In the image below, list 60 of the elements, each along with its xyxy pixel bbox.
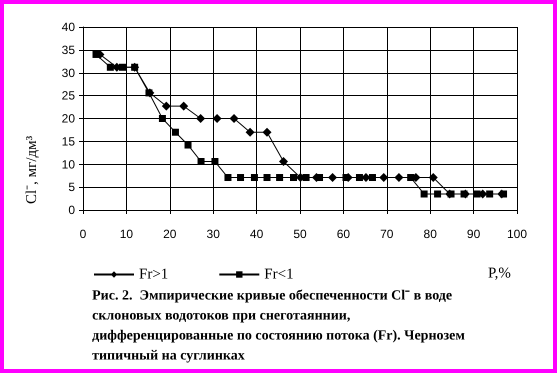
point bbox=[262, 128, 272, 137]
x-tick-label: 70 bbox=[380, 227, 394, 241]
x-tick-label: 80 bbox=[424, 227, 438, 241]
x-tick-label: 100 bbox=[506, 227, 528, 241]
point bbox=[356, 174, 363, 182]
point bbox=[276, 174, 284, 182]
point bbox=[394, 173, 404, 182]
legend-label: Fr<1 bbox=[264, 266, 294, 282]
point bbox=[342, 174, 350, 182]
x-tick-label: 90 bbox=[466, 227, 481, 241]
x-tick-label: 10 bbox=[120, 227, 134, 241]
point bbox=[106, 64, 114, 71]
y-tick-label: 40 bbox=[62, 20, 76, 34]
x-axis-title: P,% bbox=[488, 266, 511, 282]
x-tick-label: 30 bbox=[206, 227, 220, 241]
point bbox=[474, 190, 481, 198]
point bbox=[407, 174, 414, 182]
y-tick-label: 0 bbox=[68, 203, 76, 217]
point bbox=[145, 89, 152, 96]
point bbox=[428, 173, 438, 182]
point bbox=[302, 174, 310, 182]
point bbox=[420, 190, 428, 198]
x-tick-label: 20 bbox=[163, 227, 177, 241]
point bbox=[448, 190, 455, 198]
point bbox=[224, 174, 232, 182]
x-tick-label: 60 bbox=[336, 227, 350, 241]
point bbox=[172, 128, 179, 136]
point bbox=[279, 157, 288, 166]
legend-label: Fr>1 bbox=[139, 266, 168, 282]
y-axis-title: Cl⁻, мг/дм³ bbox=[24, 135, 40, 204]
point bbox=[486, 190, 494, 198]
y-tick-label: 35 bbox=[62, 42, 76, 57]
point bbox=[434, 190, 442, 198]
point bbox=[179, 102, 188, 111]
point bbox=[264, 174, 271, 182]
point bbox=[196, 114, 206, 123]
point bbox=[162, 102, 171, 111]
x-tick-label: 40 bbox=[250, 227, 264, 241]
point bbox=[230, 114, 239, 123]
x-tick-label: 0 bbox=[80, 227, 87, 241]
point bbox=[368, 174, 376, 182]
y-tick-label: 10 bbox=[62, 157, 76, 172]
y-tick-label: 30 bbox=[62, 66, 76, 80]
point bbox=[92, 50, 100, 58]
point bbox=[460, 190, 468, 198]
y-tick-label: 5 bbox=[68, 180, 76, 194]
text: Рис. 2. Эмпирические кривые обеспеченности Cl⁻ в воде склоновых водотоков при снеготаяннии, дифференцированные по состоянию потока (Fr). Чернозем типичный на суглинках bbox=[92, 288, 466, 364]
point bbox=[184, 142, 192, 149]
point bbox=[158, 115, 166, 122]
point bbox=[500, 190, 508, 198]
point bbox=[250, 174, 258, 182]
point bbox=[118, 64, 126, 71]
point bbox=[328, 173, 338, 182]
point bbox=[290, 174, 297, 182]
y-tick-label: 20 bbox=[62, 112, 76, 126]
y-tick-label: 25 bbox=[62, 88, 76, 103]
point bbox=[246, 128, 255, 137]
x-tick-label: 50 bbox=[293, 227, 307, 241]
point bbox=[237, 174, 244, 182]
y-tick-label: 15 bbox=[62, 134, 76, 148]
